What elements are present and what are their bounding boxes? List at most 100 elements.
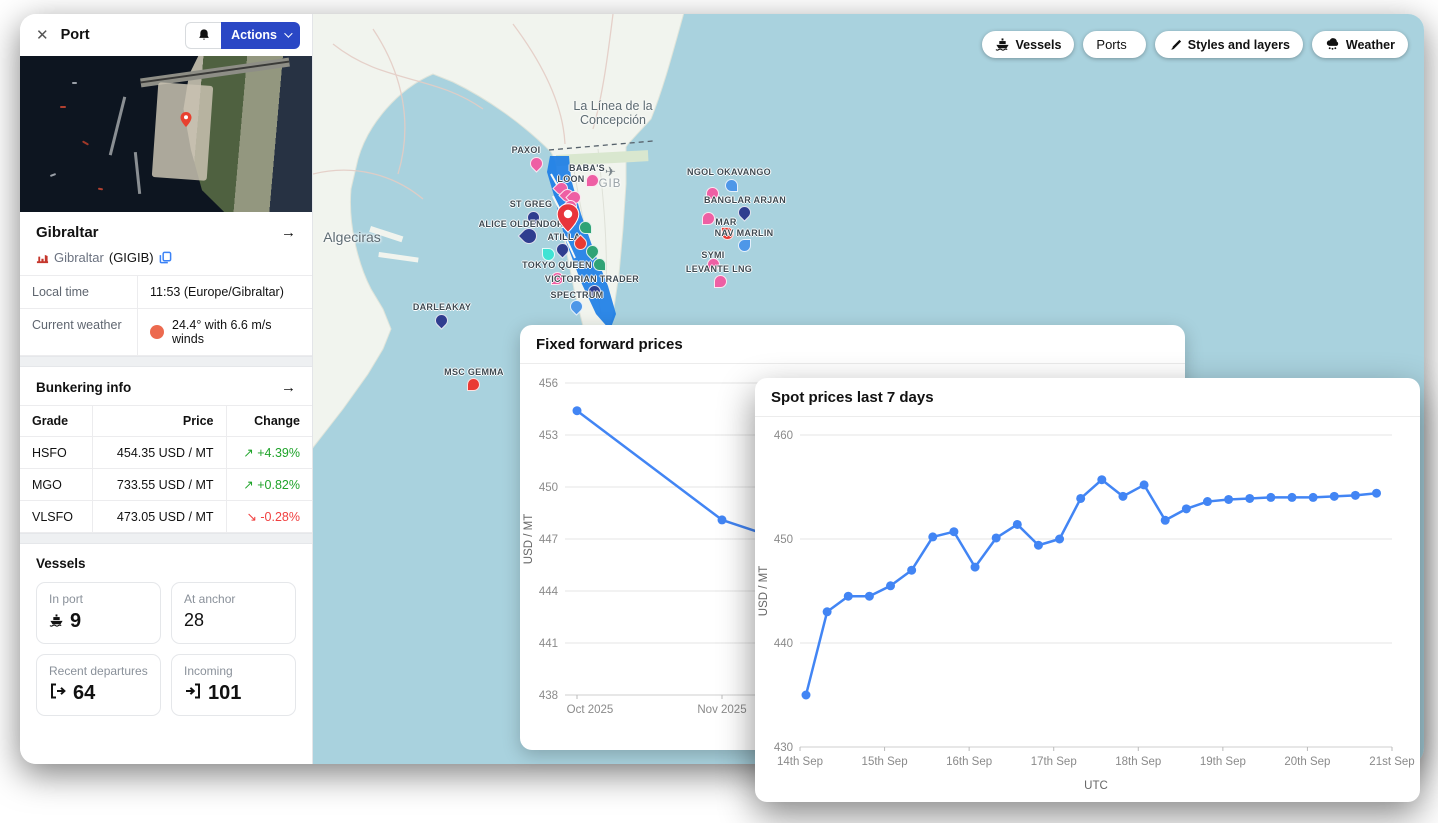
close-icon[interactable]: ✕ — [36, 27, 49, 44]
vessel-marker-msc-gemma[interactable] — [466, 377, 480, 391]
satellite-thumbnail — [20, 56, 312, 212]
actions-button[interactable]: Actions — [221, 21, 300, 49]
svg-text:441: 441 — [539, 638, 558, 650]
map-control-ports[interactable]: Ports — [1083, 31, 1146, 58]
weather-dot-icon — [150, 325, 164, 339]
svg-text:456: 456 — [539, 378, 558, 390]
stat-value: 9 — [70, 610, 82, 632]
map-control-vessels[interactable]: Vessels — [981, 31, 1075, 58]
price-cell: 473.05 USD / MT — [92, 500, 226, 533]
map-control-styles-and-layers[interactable]: Styles and layers — [1154, 31, 1303, 58]
info-value: 11:53 (Europe/Gibraltar) — [150, 285, 284, 299]
vessel-label: PAXOI — [511, 145, 541, 155]
port-name: Gibraltar — [36, 224, 99, 241]
vessel-label: ST GREG — [509, 199, 553, 209]
vessel-label: MAR — [715, 217, 737, 227]
stat-label: At anchor — [184, 592, 236, 606]
price-cell: 733.55 USD / MT — [92, 468, 226, 501]
vessel-label: VICTORIAN TRADER — [544, 274, 640, 284]
svg-text:16th Sep: 16th Sep — [946, 756, 992, 768]
brush-icon — [1168, 37, 1182, 53]
airport-plane-icon: ✈ — [605, 164, 616, 179]
vessel-label: BANGLAR ARJAN — [703, 195, 787, 205]
svg-text:430: 430 — [774, 742, 793, 754]
ship-icon — [49, 611, 64, 632]
vessel-marker-tokyo-queen[interactable] — [541, 247, 555, 261]
bunkering-row: MGO 733.55 USD / MT ↗ +0.82% — [20, 468, 312, 501]
map-controls: Vessels Ports Styles and layers Weather — [981, 31, 1408, 58]
bunkering-row: VLSFO 473.05 USD / MT ↘ -0.28% — [20, 500, 312, 533]
spot-panel-title: Spot prices last 7 days — [771, 389, 934, 406]
svg-text:15th Sep: 15th Sep — [862, 756, 908, 768]
selected-port-pin[interactable] — [556, 203, 580, 233]
notifications-button[interactable] — [185, 21, 222, 49]
svg-text:440: 440 — [774, 638, 793, 650]
fixed-panel-header: Fixed forward prices — [520, 325, 1185, 364]
svg-text:14th Sep: 14th Sep — [777, 756, 823, 768]
bunkering-title: Bunkering info — [36, 380, 132, 395]
svg-text:17th Sep: 17th Sep — [1031, 756, 1077, 768]
bunkering-section: Bunkering info → Grade Price Change HSFO 45… — [20, 367, 312, 533]
info-label: Local time — [20, 276, 138, 308]
sidebar-header: ✕ Port Actions — [20, 14, 312, 56]
satellite-pin-icon — [180, 112, 192, 127]
port-details-arrow[interactable]: → — [281, 224, 296, 241]
vessel-marker-ngol-okavango[interactable] — [724, 178, 738, 192]
spot-prices-panel: Spot prices last 7 days 460 450 440 430 14th… — [755, 378, 1420, 802]
vessel-label: TOKYO QUEEN — [522, 260, 592, 270]
vessel-stat-card: Recent departures 64 — [36, 654, 161, 716]
stat-label: In port — [49, 592, 84, 606]
stat-value: 64 — [73, 682, 96, 704]
bunkering-details-arrow[interactable]: → — [281, 379, 296, 396]
map-control-weather[interactable]: Weather — [1311, 31, 1408, 58]
svg-text:453: 453 — [539, 430, 558, 442]
info-value: 24.4° with 6.6 m/s winds — [138, 309, 312, 355]
svg-text:Oct 2025: Oct 2025 — [567, 704, 614, 716]
port-icon — [36, 254, 49, 264]
change-cell: ↘ -0.28% — [225, 500, 312, 533]
vessel-marker[interactable] — [705, 186, 719, 200]
sidebar-title: Port — [60, 27, 90, 43]
svg-text:UTC: UTC — [1084, 780, 1108, 792]
change-cell: ↗ +0.82% — [225, 468, 312, 501]
vessel-marker[interactable] — [592, 257, 606, 271]
svg-text:438: 438 — [539, 690, 558, 702]
incoming-icon — [184, 682, 202, 705]
vessel-label: NAV MARLIN — [714, 228, 774, 238]
vessel-label: MSC GEMMA — [444, 367, 504, 377]
vessel-stat-card: At anchor 28 — [171, 582, 296, 644]
vessel-marker-levante-lng[interactable] — [713, 274, 727, 288]
stat-value: 101 — [208, 682, 242, 704]
vessel-marker[interactable] — [578, 220, 592, 234]
svg-text:450: 450 — [774, 534, 793, 546]
vessel-marker-baba-s[interactable] — [585, 173, 599, 187]
vessel-marker[interactable] — [737, 238, 751, 252]
svg-text:USD / MT: USD / MT — [523, 514, 535, 564]
bell-icon — [198, 29, 209, 40]
satellite-urban-area — [151, 82, 214, 181]
bunkering-col-header: Price — [92, 405, 226, 437]
vessel-marker-symi[interactable] — [706, 257, 720, 271]
svg-text:447: 447 — [539, 534, 558, 546]
svg-text:Nov 2025: Nov 2025 — [697, 704, 746, 716]
port-info-row: Local time 11:53 (Europe/Gibraltar) — [20, 276, 312, 309]
bunkering-col-header: Change — [225, 405, 312, 437]
svg-text:444: 444 — [539, 586, 559, 598]
bunkering-col-header: Grade — [20, 405, 93, 437]
vessel-marker-victorian-trader[interactable] — [550, 271, 564, 285]
cloud-rain-icon — [1325, 36, 1340, 53]
section-divider — [20, 356, 312, 367]
port-sub-name: Gibraltar — [54, 250, 104, 265]
vessel-stat-card: Incoming 101 — [171, 654, 296, 716]
svg-text:21st Sep: 21st Sep — [1369, 756, 1414, 768]
svg-text:20th Sep: 20th Sep — [1284, 756, 1330, 768]
vessel-marker-mar[interactable] — [701, 211, 715, 225]
copy-icon[interactable] — [159, 251, 172, 264]
departure-icon — [49, 682, 67, 705]
vessel-label: ALICE OLDENDORFF — [478, 219, 576, 229]
section-divider — [20, 533, 312, 544]
grade-cell: MGO — [20, 468, 93, 501]
info-label: Current weather — [20, 309, 138, 355]
vessel-label: DARLEAKAY — [412, 302, 472, 312]
port-code: (GIGIB) — [108, 250, 154, 265]
